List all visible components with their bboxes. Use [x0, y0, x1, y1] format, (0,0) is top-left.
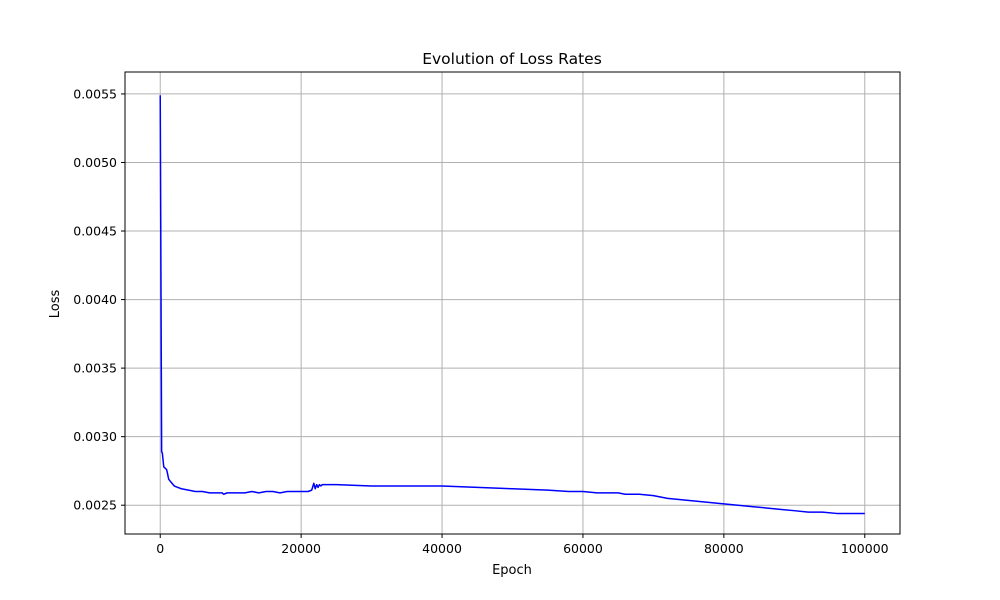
y-tick-label: 0.0040 [73, 292, 117, 307]
y-tick-label: 0.0035 [73, 361, 117, 376]
x-axis-label: Epoch [492, 563, 532, 578]
chart-title: Evolution of Loss Rates [422, 50, 602, 68]
series-line [159, 95, 865, 515]
y-tick-label: 0.0025 [73, 498, 117, 513]
x-tick-label: 40000 [422, 541, 462, 556]
y-tick-label: 0.0030 [73, 429, 117, 444]
y-tick-label: 0.0055 [73, 86, 117, 101]
y-tick-label: 0.0050 [73, 155, 117, 170]
x-tick-label: 100000 [841, 541, 889, 556]
grid [125, 72, 900, 534]
y-tick-label: 0.0045 [73, 224, 117, 239]
y-axis: 0.0025 0.0030 0.0035 0.0040 0.0045 0.0050 0.00… [73, 86, 125, 513]
x-axis: 0 20000 40000 60000 80000 100000 [156, 534, 889, 556]
y-axis-label: Loss [48, 290, 63, 319]
x-tick-label: 20000 [281, 541, 321, 556]
x-tick-label: 0 [156, 541, 164, 556]
x-tick-label: 80000 [704, 541, 744, 556]
x-tick-label: 60000 [563, 541, 603, 556]
series-layer [159, 95, 865, 515]
plot-frame [124, 71, 901, 535]
